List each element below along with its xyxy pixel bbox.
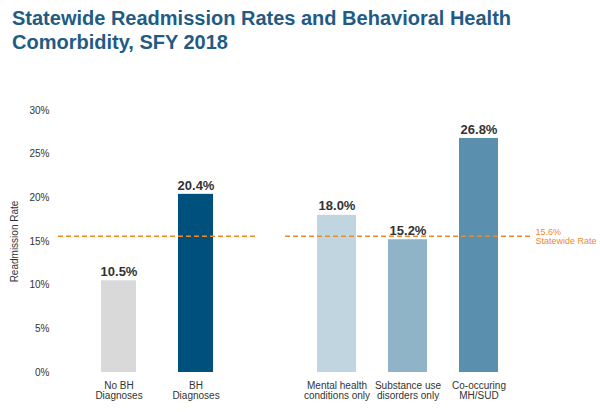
svg-text:25%: 25%: [29, 148, 49, 159]
svg-text:BHDiagnoses: BHDiagnoses: [172, 380, 219, 401]
svg-text:20.4%: 20.4%: [178, 178, 215, 193]
svg-text:15%: 15%: [29, 236, 49, 247]
html-text:Statewide Readmission Rates an: Statewide Readmission Rates and Behavior…: [12, 7, 511, 53]
svg-text:Co-occuringMH/SUD: Co-occuringMH/SUD: [452, 380, 506, 401]
svg-text:Substance usedisorders only: Substance usedisorders only: [375, 380, 442, 401]
svg-text:18.0%: 18.0%: [319, 198, 356, 213]
svg-text:26.8%: 26.8%: [461, 122, 498, 137]
svg-text:15.2%: 15.2%: [390, 223, 427, 238]
svg-text:15.6%Statewide Rate: 15.6%Statewide Rate: [536, 227, 597, 246]
svg-text:No BHDiagnoses: No BHDiagnoses: [95, 380, 142, 401]
svg-text:Readmission Rate: Readmission Rate: [9, 200, 20, 282]
svg-text:20%: 20%: [29, 192, 49, 203]
svg-text:10%: 10%: [29, 279, 49, 290]
svg-text:Mental healthconditions only: Mental healthconditions only: [304, 380, 370, 401]
svg-text:0%: 0%: [35, 367, 50, 378]
svg-text:10.5%: 10.5%: [101, 264, 138, 279]
svg-text:30%: 30%: [29, 105, 49, 116]
svg-text:5%: 5%: [35, 323, 50, 334]
